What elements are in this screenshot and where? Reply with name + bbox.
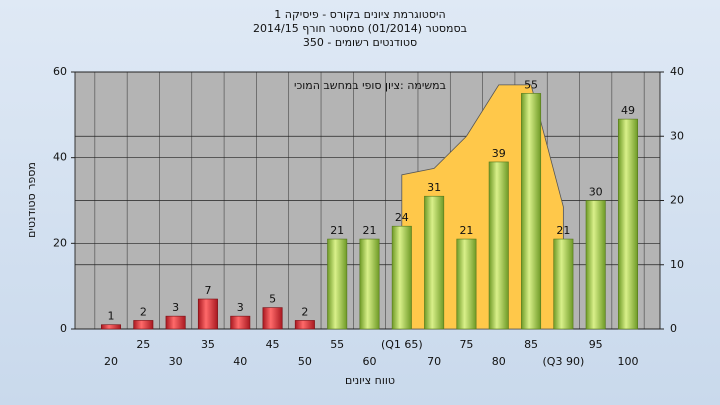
x-tick-label: 20 bbox=[104, 355, 118, 368]
bar bbox=[327, 238, 348, 330]
bar bbox=[553, 238, 574, 330]
value-label: 2 bbox=[140, 305, 147, 318]
x-tick-label: 55 bbox=[330, 338, 344, 351]
value-label: 3 bbox=[172, 301, 179, 314]
bar bbox=[230, 315, 251, 330]
x-tick-label: 75 bbox=[459, 338, 473, 351]
bar bbox=[262, 307, 283, 330]
y2-tick-label: 10 bbox=[670, 258, 684, 271]
y2-tick-label: 0 bbox=[670, 322, 677, 335]
value-label: 21 bbox=[556, 224, 570, 237]
value-label: 30 bbox=[589, 186, 603, 199]
title-line: היסטוגרמת ציונים בקורס - פיסיקה 1 bbox=[274, 8, 445, 21]
bar bbox=[133, 320, 154, 330]
bar bbox=[197, 298, 218, 330]
bar bbox=[521, 93, 542, 330]
bar bbox=[424, 195, 445, 330]
bar bbox=[359, 238, 380, 330]
y2-tick-label: 40 bbox=[670, 65, 684, 78]
value-label: 3 bbox=[237, 301, 244, 314]
bar bbox=[488, 161, 509, 330]
bar bbox=[585, 200, 606, 330]
x-tick-label: 70 bbox=[427, 355, 441, 368]
annotation: במשימה :ציון סופי במחשב המוכי bbox=[294, 79, 446, 92]
x-tick-label: 40 bbox=[233, 355, 247, 368]
value-label: 1 bbox=[108, 310, 115, 323]
x-tick-label: 85 bbox=[524, 338, 538, 351]
x-tick-label: 60 bbox=[363, 355, 377, 368]
y-axis-label: מספר סטודנטים bbox=[25, 162, 38, 238]
y-tick-label: 60 bbox=[53, 65, 67, 78]
bar bbox=[165, 315, 186, 330]
title-line: סטודנטים רשומים - 350 bbox=[303, 36, 417, 49]
x-tick-label: 25 bbox=[136, 338, 150, 351]
title-line: בסמסטר (01/2014) סמסטר חורף 2014/15 bbox=[253, 22, 467, 35]
y2-tick-label: 20 bbox=[670, 194, 684, 207]
x-tick-label: 95 bbox=[589, 338, 603, 351]
x-tick-label: 80 bbox=[492, 355, 506, 368]
x-tick-label: (Q3 90) bbox=[543, 355, 585, 368]
value-label: 5 bbox=[269, 293, 276, 306]
y-tick-label: 20 bbox=[53, 236, 67, 249]
value-label: 49 bbox=[621, 104, 635, 117]
value-label: 24 bbox=[395, 211, 409, 224]
value-label: 21 bbox=[459, 224, 473, 237]
x-axis-label: טווח ציונים bbox=[345, 374, 395, 387]
x-tick-label: 100 bbox=[618, 355, 639, 368]
y-tick-label: 0 bbox=[60, 322, 67, 335]
value-label: 7 bbox=[204, 284, 211, 297]
value-label: 39 bbox=[492, 147, 506, 160]
x-tick-label: 45 bbox=[266, 338, 280, 351]
value-label: 31 bbox=[427, 181, 441, 194]
value-label: 2 bbox=[301, 305, 308, 318]
value-label: 21 bbox=[330, 224, 344, 237]
bar bbox=[618, 118, 638, 330]
x-tick-label: (Q1 65) bbox=[381, 338, 423, 351]
bar bbox=[391, 225, 412, 330]
value-label: 55 bbox=[524, 78, 538, 91]
y2-tick-label: 30 bbox=[670, 129, 684, 142]
x-tick-label: 35 bbox=[201, 338, 215, 351]
value-label: 21 bbox=[363, 224, 377, 237]
bar bbox=[101, 324, 121, 330]
x-tick-label: 50 bbox=[298, 355, 312, 368]
bar bbox=[294, 320, 315, 330]
y-tick-label: 40 bbox=[53, 151, 67, 164]
bar bbox=[456, 238, 477, 330]
x-tick-label: 30 bbox=[169, 355, 183, 368]
